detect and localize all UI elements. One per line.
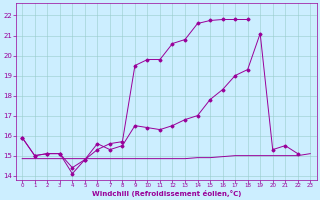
X-axis label: Windchill (Refroidissement éolien,°C): Windchill (Refroidissement éolien,°C) bbox=[92, 190, 241, 197]
